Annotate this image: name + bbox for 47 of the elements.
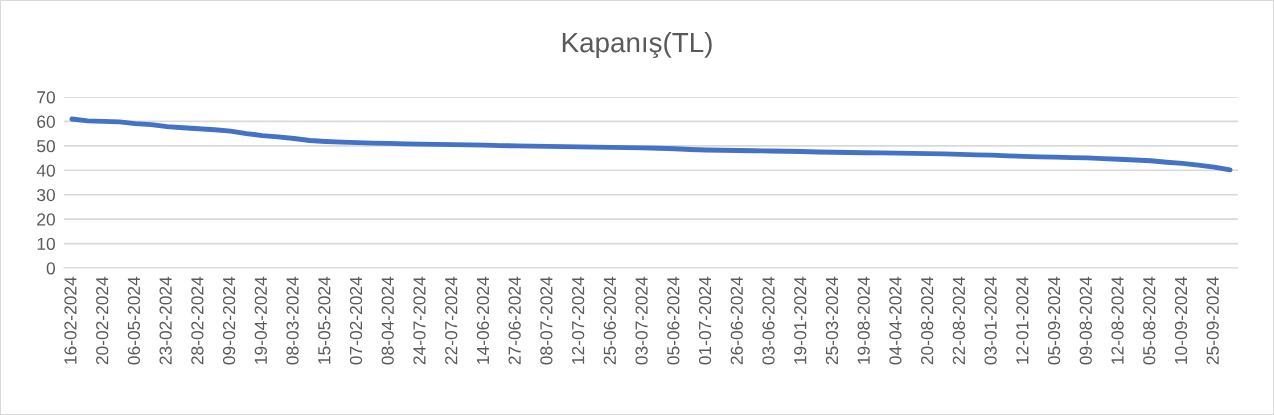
- y-tick-label: 0: [46, 262, 55, 275]
- x-tick-label: 19-04-2024: [254, 276, 267, 364]
- x-tick-label: 09-02-2024: [222, 276, 236, 365]
- x-tick-label: 27-06-2024: [508, 276, 521, 365]
- x-tick-label: 03-01-2024: [984, 276, 997, 365]
- x-tick-label: 12-07-2024: [571, 276, 585, 364]
- x-tick-label: 22-08-2024: [952, 276, 966, 365]
- x-tick-label: 20-02-2024: [96, 276, 109, 365]
- chart-title: Kapanış(TL): [562, 31, 712, 59]
- y-tick-label: 30: [37, 188, 55, 202]
- y-tick-label: 70: [37, 91, 55, 104]
- x-tick-label: 12-08-2024: [1111, 276, 1124, 364]
- x-tick-label: 03-06-2024: [762, 276, 775, 365]
- x-tick-label: 06-05-2024: [127, 276, 141, 365]
- x-tick-label: 19-01-2024: [794, 276, 807, 364]
- x-tick-label: 01-07-2024: [698, 276, 712, 365]
- x-tick-label: 08-07-2024: [540, 276, 553, 365]
- x-tick-label: 14-06-2024: [476, 276, 490, 364]
- x-tick-label: 09-08-2024: [1079, 276, 1092, 365]
- y-tick-label: 10: [37, 237, 55, 251]
- x-tick-label: 28-02-2024: [191, 276, 204, 365]
- y-tick-label: 50: [37, 140, 55, 153]
- x-tick-label: 25-06-2024: [603, 276, 616, 365]
- x-tick-label: 25-03-2024: [825, 276, 839, 365]
- y-tick-label: 60: [37, 115, 55, 128]
- x-tick-label: 24-07-2024: [413, 276, 426, 365]
- x-tick-label: 04-04-2024: [889, 276, 902, 365]
- x-tick-label: 05-08-2024: [1143, 276, 1156, 365]
- x-tick-label: 05-09-2024: [1047, 276, 1061, 365]
- x-tick-label: 25-09-2024: [1206, 276, 1219, 365]
- x-tick-label: 19-08-2024: [857, 276, 870, 364]
- y-tick-label: 40: [36, 164, 55, 177]
- line-series: [69, 116, 1233, 173]
- x-tick-label: 26-06-2024: [730, 276, 743, 365]
- x-tick-label: 23-02-2024: [159, 276, 172, 365]
- x-tick-label: 07-02-2024: [349, 276, 363, 365]
- x-tick-label: 10-09-2024: [1174, 276, 1188, 364]
- x-tick-label: 16-02-2024: [64, 276, 77, 364]
- x-tick-label: 05-06-2024: [667, 276, 680, 365]
- x-tick-label: 15-05-2024: [318, 276, 331, 364]
- x-tick-label: 03-07-2024: [635, 276, 648, 365]
- y-tick-label: 20: [37, 213, 55, 226]
- x-tick-label: 08-04-2024: [381, 276, 394, 365]
- x-tick-label: 22-07-2024: [445, 276, 458, 365]
- x-tick-label: 08-03-2024: [286, 276, 299, 365]
- x-tick-label: 20-08-2024: [921, 276, 934, 365]
- x-tick-label: 12-01-2024: [1016, 276, 1029, 364]
